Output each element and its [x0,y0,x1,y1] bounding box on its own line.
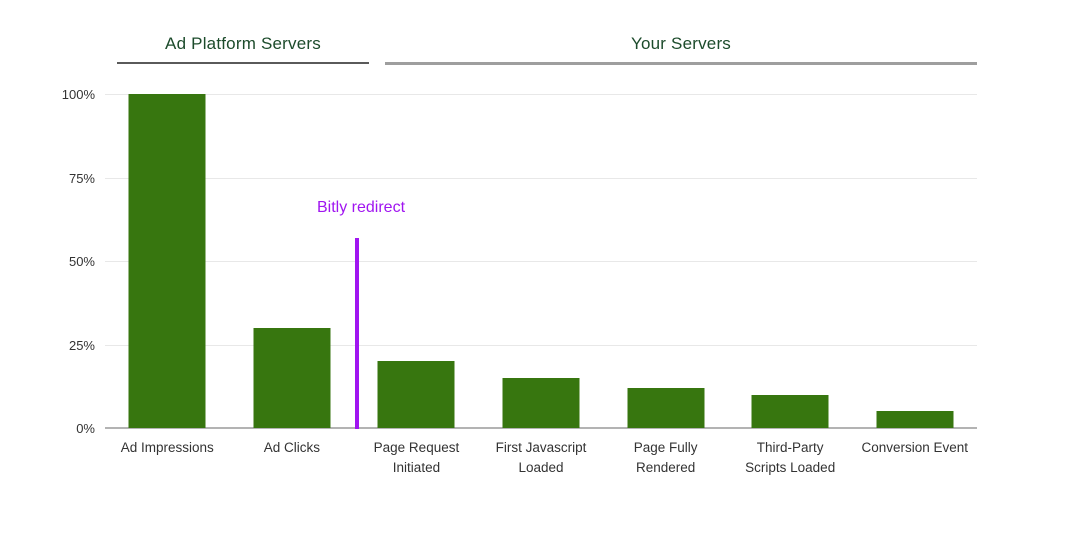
bitly-redirect-line [355,238,359,429]
section-header-ad-platform-servers: Ad Platform Servers [117,34,369,64]
gridline [105,344,977,346]
bitly-redirect-label: Bitly redirect [316,199,406,216]
category-label: Page Fully Rendered [633,440,698,475]
bar-slot: Ad Clicks [230,95,355,455]
y-tick-label: 25% [68,337,95,353]
y-tick-label: 75% [68,170,95,186]
bar-first-javascript-loaded [502,377,580,428]
bar-slot: Third-Party Scripts Loaded [728,95,853,475]
gridline [105,94,977,95]
bar-ad-clicks [253,327,331,428]
category-label: Conversion Event [861,440,969,455]
bar-slot: First Javascript Loaded [479,95,604,475]
bar-slot: Page Request Initiated [354,95,479,475]
section-header-label: Your Servers [630,34,732,53]
bar-slot: Page Fully Rendered [603,95,728,475]
x-axis-baseline [105,427,977,429]
bar-conversion-event [876,411,954,428]
bar-ad-impressions [128,94,206,428]
y-tick-label: 50% [68,254,95,269]
category-label: Ad Clicks [263,440,320,455]
bar-slot: Ad Impressions [105,94,230,455]
category-label: Third-Party Scripts Loaded [745,440,836,475]
plot-area: 0% 25% 50% 75% 100% Ad Impressions Ad Clicks P… [62,87,977,475]
y-tick-label: 100% [61,87,95,102]
bar-page-request-initiated [377,361,455,428]
category-label: Page Request Initiated [373,440,460,475]
section-header-label: Ad Platform Servers [165,34,321,53]
bar-slot: Conversion Event [852,95,977,455]
bars-row: Ad Impressions Ad Clicks Page Request Initi… [105,94,977,475]
bar-third-party-scripts-loaded [751,394,829,428]
gridline [105,261,977,262]
gridline [105,177,977,179]
section-header-your-servers: Your Servers [385,34,977,65]
bar-page-fully-rendered [627,387,705,428]
category-label: First Javascript Loaded [495,440,587,475]
category-label: Ad Impressions [120,440,214,455]
y-tick-label: 0% [76,421,95,436]
